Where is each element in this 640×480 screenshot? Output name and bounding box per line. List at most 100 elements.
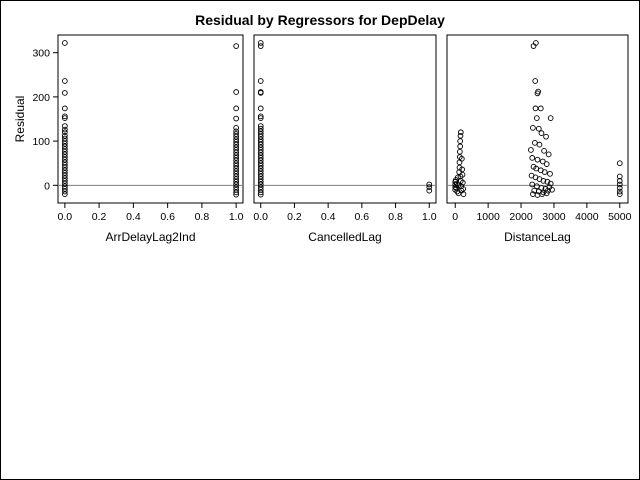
data-point (233, 165, 239, 172)
panel-frame (446, 34, 629, 204)
data-point (233, 147, 239, 153)
data-point (529, 155, 536, 161)
data-point (62, 180, 68, 187)
data-point (257, 149, 264, 156)
data-point (62, 170, 68, 176)
data-point (535, 125, 542, 132)
data-point (616, 160, 623, 167)
data-point (457, 143, 464, 150)
data-point (545, 187, 551, 194)
data-point (547, 170, 553, 177)
data-point (457, 132, 464, 139)
data-point (257, 160, 264, 167)
data-point (62, 156, 68, 163)
data-point (616, 191, 623, 198)
x-axis-label: ArrDelayLag2Ind (105, 230, 195, 244)
x-tick-label: 0 (452, 211, 458, 223)
data-point (233, 43, 239, 49)
data-point (62, 148, 68, 155)
data-point (539, 158, 546, 165)
data-point (62, 40, 68, 46)
data-point (233, 170, 239, 177)
data-point (534, 156, 541, 163)
y-tick-label: 200 (32, 92, 50, 104)
x-tick-label: 5000 (608, 211, 632, 223)
data-point (460, 191, 467, 198)
data-point (257, 152, 264, 159)
data-point (233, 133, 239, 140)
data-point (257, 165, 264, 172)
data-point (530, 124, 536, 131)
data-point (233, 144, 239, 151)
data-point (62, 90, 68, 96)
data-point (233, 163, 239, 169)
data-point (457, 129, 464, 136)
data-point (233, 173, 239, 180)
data-point (233, 160, 239, 167)
data-point (62, 178, 68, 184)
data-point (233, 181, 239, 188)
x-tick-label: 0.0 (253, 211, 268, 223)
data-point (62, 135, 68, 142)
data-point (62, 154, 68, 160)
data-point (257, 40, 264, 46)
data-point (233, 141, 239, 148)
x-tick-label: 1.0 (422, 211, 437, 223)
data-point (528, 147, 534, 153)
data-point (233, 131, 239, 137)
x-tick-label: 0.8 (388, 211, 403, 223)
data-point (62, 115, 68, 121)
data-point (257, 105, 264, 112)
data-point (62, 132, 68, 139)
data-point (426, 181, 433, 188)
x-tick-label: 0.8 (195, 211, 210, 223)
data-point (62, 113, 68, 120)
data-point (257, 139, 264, 145)
y-tick-label: 100 (32, 136, 50, 148)
data-point (257, 78, 264, 84)
data-point (543, 133, 549, 140)
data-point (459, 171, 466, 178)
data-point (233, 168, 239, 175)
data-point (545, 151, 552, 158)
x-tick-label: 2000 (509, 211, 533, 223)
data-point (538, 130, 545, 136)
data-point (62, 78, 68, 84)
data-point (62, 138, 68, 144)
data-point (257, 178, 264, 185)
data-point (257, 115, 264, 121)
data-point (455, 174, 461, 181)
data-point (257, 157, 264, 164)
data-point (233, 184, 239, 190)
data-point (62, 162, 68, 168)
data-point (233, 157, 239, 164)
data-point (257, 168, 264, 175)
data-point (62, 126, 68, 133)
data-point (616, 185, 623, 191)
panels-group: 0 100 200 300 0.0 0.2 0.4 0.6 0.8 1.0 ArrDelayLag2… (32, 34, 632, 244)
data-point (426, 184, 433, 190)
data-point (233, 155, 239, 161)
x-axis-label: CancelledLag (308, 230, 381, 244)
data-point (62, 123, 68, 129)
data-point (62, 167, 68, 174)
data-point (616, 181, 623, 188)
chart-title: Residual by Regressors for DepDelay (195, 12, 445, 28)
data-point (257, 184, 264, 190)
data-point (62, 140, 68, 147)
data-point (233, 128, 239, 135)
y-tick-label: 0 (44, 180, 50, 192)
data-point (257, 43, 264, 49)
panel-frame (57, 34, 244, 204)
data-point (62, 164, 68, 171)
data-point (257, 136, 264, 143)
x-tick-label: 1000 (476, 211, 500, 223)
data-point (62, 146, 68, 152)
data-point (536, 141, 543, 148)
y-axis-label: Residual (13, 96, 27, 143)
data-point (257, 155, 264, 161)
x-tick-label: 0.4 (321, 211, 336, 223)
data-point (537, 105, 544, 112)
data-point (233, 152, 239, 159)
data-point (534, 90, 541, 97)
